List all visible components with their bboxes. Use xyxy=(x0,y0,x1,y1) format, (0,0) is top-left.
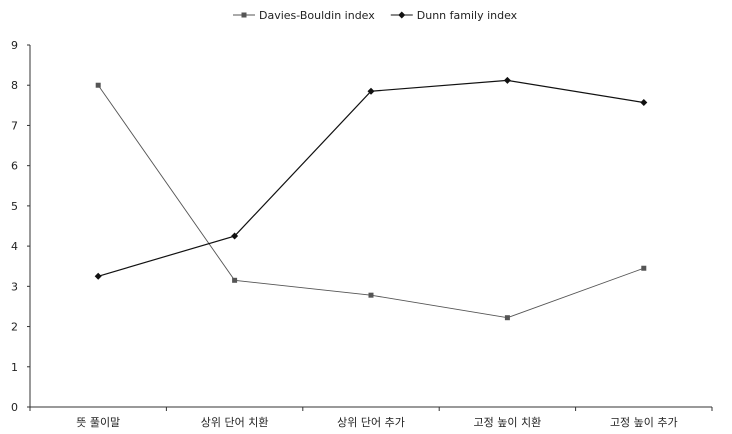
series-line xyxy=(97,84,644,319)
legend-label: Dunn family index xyxy=(417,9,518,22)
series-group xyxy=(94,76,648,321)
data-point xyxy=(504,315,510,321)
y-tick-label: 0 xyxy=(11,401,18,414)
x-tick-label: 상위 단어 추가 xyxy=(337,416,405,429)
legend-label: Davies-Bouldin index xyxy=(259,9,375,22)
y-tick-label: 5 xyxy=(11,200,18,213)
x-tick-label: 상위 단어 치환 xyxy=(201,416,269,429)
y-tick-label: 8 xyxy=(11,79,18,92)
y-tick-label: 1 xyxy=(11,361,18,374)
x-tick-label: 고정 높이 치환 xyxy=(474,416,542,429)
series-1 xyxy=(95,82,647,321)
y-axis-ticks: 0 1 2 3 4 5 6 7 8 9 xyxy=(11,39,30,414)
data-point xyxy=(368,292,374,298)
y-tick-label: 6 xyxy=(11,160,18,173)
data-point xyxy=(641,265,647,271)
data-point xyxy=(640,99,648,107)
data-point xyxy=(95,82,101,88)
y-tick-label: 3 xyxy=(11,280,18,293)
legend-marker xyxy=(398,11,406,19)
data-point xyxy=(94,272,102,280)
legend-marker xyxy=(241,12,247,18)
legend: Davies-Bouldin index Dunn family index xyxy=(233,9,518,22)
series-line xyxy=(98,79,644,277)
data-point xyxy=(503,76,511,84)
legend-item: Dunn family index xyxy=(390,9,518,22)
y-tick-label: 2 xyxy=(11,321,18,334)
data-point xyxy=(231,232,239,240)
x-tick-label: 뜻 풀이말 xyxy=(76,416,120,429)
y-tick-label: 4 xyxy=(11,240,18,253)
axes xyxy=(29,45,712,408)
y-tick-label: 9 xyxy=(11,39,18,52)
y-tick-label: 7 xyxy=(11,119,18,132)
data-point xyxy=(232,277,238,283)
x-tick-label: 고정 높이 추가 xyxy=(610,416,678,429)
data-point xyxy=(367,87,375,95)
series-2 xyxy=(94,76,648,280)
legend-item: Davies-Bouldin index xyxy=(233,9,375,22)
x-axis-ticks: 뜻 풀이말 상위 단어 치환 상위 단어 추가 고정 높이 치환 고정 높이 추가 xyxy=(29,407,713,429)
